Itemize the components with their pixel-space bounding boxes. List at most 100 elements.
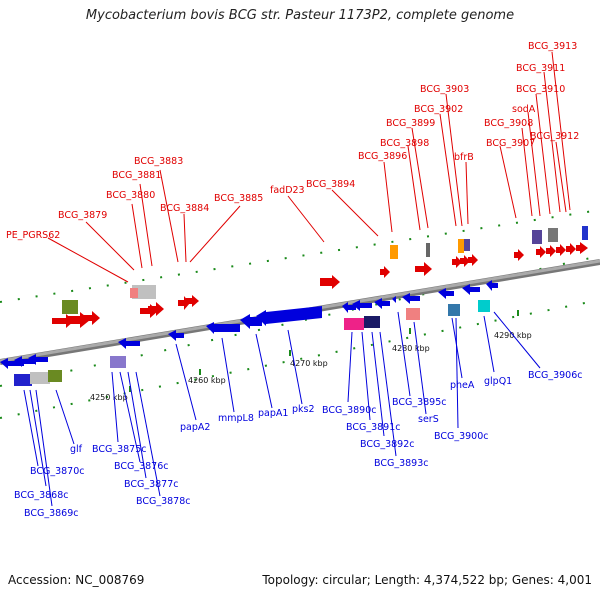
gene-label-BCG_3910[interactable]: BCG_3910	[516, 84, 565, 95]
gene-arrow[interactable]	[168, 330, 184, 341]
gene-block[interactable]	[532, 230, 542, 244]
gene-label-serS[interactable]: serS	[418, 414, 439, 425]
gene-label-BCG_3879[interactable]: BCG_3879	[58, 210, 107, 221]
gene-arrow[interactable]	[374, 298, 390, 309]
gene-label-BCG_3885[interactable]: BCG_3885	[214, 193, 263, 204]
gene-label-BCG_3890c[interactable]: BCG_3890c	[322, 405, 377, 416]
gene-label-BCG_3908[interactable]: BCG_3908	[484, 118, 533, 129]
gene-arrow[interactable]	[380, 266, 390, 278]
gene-label-glf[interactable]: glf	[70, 444, 83, 455]
gene-arrow[interactable]	[415, 262, 432, 276]
gene-block[interactable]	[62, 300, 78, 314]
gene-label-BCG_3891c[interactable]: BCG_3891c	[346, 422, 401, 433]
gene-label-BCG_3868c[interactable]: BCG_3868c	[14, 490, 69, 501]
genome-title: Mycobacterium bovis BCG str. Pasteur 117…	[85, 8, 515, 23]
gene-arrow[interactable]	[14, 356, 36, 367]
gene-label-BCG_3876c[interactable]: BCG_3876c	[114, 461, 169, 472]
gene-label-BCG_3870c[interactable]: BCG_3870c	[30, 466, 85, 477]
gene-arrow[interactable]	[468, 254, 478, 266]
gene-block[interactable]	[448, 304, 460, 316]
gene-label-fadD23[interactable]: fadD23	[270, 185, 305, 196]
gene-arrow[interactable]	[462, 284, 480, 295]
gene-arrow-pks2[interactable]	[256, 306, 322, 326]
reverse-strand-features	[0, 280, 498, 386]
gene-label-BCG_3881[interactable]: BCG_3881	[112, 170, 161, 181]
gene-block[interactable]	[464, 239, 470, 251]
gene-arrow[interactable]	[186, 295, 199, 307]
gene-block[interactable]	[110, 356, 126, 368]
gene-arrow[interactable]	[342, 302, 356, 313]
gene-label-BCG_3895c[interactable]: BCG_3895c	[392, 397, 447, 408]
gene-arrow[interactable]	[118, 338, 140, 349]
gene-arrow-fadD23[interactable]	[320, 275, 340, 289]
gene-label-papA2[interactable]: papA2	[180, 422, 210, 433]
gene-label-BCG_3907[interactable]: BCG_3907	[486, 138, 535, 149]
gene-label-mmpL8[interactable]: mmpL8	[218, 413, 254, 424]
gene-labels-top: PE_PGRS62 BCG_3879 BCG_3880 BCG_3881 BCG…	[6, 41, 579, 241]
gene-label-BCG_3899[interactable]: BCG_3899	[386, 118, 435, 129]
gene-label-BCG_3878c[interactable]: BCG_3878c	[136, 496, 191, 507]
gene-label-BCG_3894[interactable]: BCG_3894	[306, 179, 355, 190]
gene-arrow[interactable]	[0, 358, 24, 369]
gene-label-PE_PGRS62[interactable]: PE_PGRS62	[6, 230, 60, 241]
gene-arrow[interactable]	[28, 354, 48, 365]
gene-block[interactable]	[406, 308, 420, 320]
gene-label-BCG_3883[interactable]: BCG_3883	[134, 156, 183, 167]
gene-block[interactable]	[390, 245, 398, 259]
gene-label-BCG_3913[interactable]: BCG_3913	[528, 41, 577, 52]
forward-strand-features	[52, 226, 588, 328]
gene-label-BCG_3869c[interactable]: BCG_3869c	[24, 508, 79, 519]
gene-label-papA1[interactable]: papA1	[258, 408, 288, 419]
gene-label-BCG_3892c[interactable]: BCG_3892c	[360, 439, 415, 450]
gene-label-BCG_3877c[interactable]: BCG_3877c	[124, 479, 179, 490]
gene-label-BCG_3906c[interactable]: BCG_3906c	[528, 370, 583, 381]
gene-arrow[interactable]	[566, 243, 576, 255]
gene-block[interactable]	[582, 226, 588, 240]
gene-label-BCG_3884[interactable]: BCG_3884	[160, 203, 209, 214]
gene-block[interactable]	[344, 318, 364, 330]
gene-arrow-mmpL8[interactable]	[206, 322, 240, 334]
gene-arrow[interactable]	[402, 293, 420, 304]
gene-arrow[interactable]	[82, 311, 100, 325]
gene-arrow[interactable]	[556, 244, 566, 256]
gene-arrow[interactable]	[452, 256, 462, 268]
gene-arrow[interactable]	[438, 288, 454, 299]
gene-arrow-papA1[interactable]	[240, 314, 262, 329]
gene-label-BCG_3893c[interactable]: BCG_3893c	[374, 458, 429, 469]
gene-label-BCG_3903[interactable]: BCG_3903	[420, 84, 469, 95]
gene-label-BCG_3912[interactable]: BCG_3912	[530, 131, 579, 142]
gene-block[interactable]	[30, 372, 50, 384]
gene-arrow[interactable]	[352, 300, 372, 311]
gene-arrow[interactable]	[546, 245, 556, 257]
gene-label-BCG_3902[interactable]: BCG_3902	[414, 104, 463, 115]
gene-label-pheA[interactable]: pheA	[450, 380, 475, 391]
gene-label-sodA[interactable]: sodA	[512, 104, 536, 115]
gene-label-BCG_3896[interactable]: BCG_3896	[358, 151, 407, 162]
gene-block[interactable]	[548, 228, 558, 242]
gene-arrow[interactable]	[460, 255, 470, 267]
gene-label-pks2[interactable]: pks2	[292, 404, 315, 415]
gene-arrow[interactable]	[536, 246, 546, 258]
gene-arrow[interactable]	[148, 302, 164, 316]
gene-block[interactable]	[478, 300, 490, 312]
gene-block[interactable]	[364, 316, 380, 328]
gene-label-glpQ1[interactable]: glpQ1	[484, 376, 512, 387]
scale-label-4280: 4280 kbp	[392, 344, 430, 353]
gene-arrow[interactable]	[576, 242, 588, 254]
gene-label-BCG_3900c[interactable]: BCG_3900c	[434, 431, 489, 442]
gene-arrow[interactable]	[486, 280, 498, 291]
gene-block[interactable]	[48, 370, 62, 382]
gene-label-BCG_3911[interactable]: BCG_3911	[516, 63, 565, 74]
gene-block[interactable]	[14, 374, 32, 386]
gene-label-BCG_3875c[interactable]: BCG_3875c	[92, 444, 147, 455]
gene-arrow[interactable]	[392, 296, 396, 303]
gene-block[interactable]	[426, 243, 430, 257]
gene-label-BCG_3880[interactable]: BCG_3880	[106, 190, 155, 201]
gene-label-BCG_3898[interactable]: BCG_3898	[380, 138, 429, 149]
gene-block[interactable]	[130, 288, 138, 298]
gene-arrow[interactable]	[514, 249, 524, 261]
gene-block[interactable]	[458, 239, 464, 253]
gene-label-bfrB[interactable]: bfrB	[454, 152, 474, 163]
